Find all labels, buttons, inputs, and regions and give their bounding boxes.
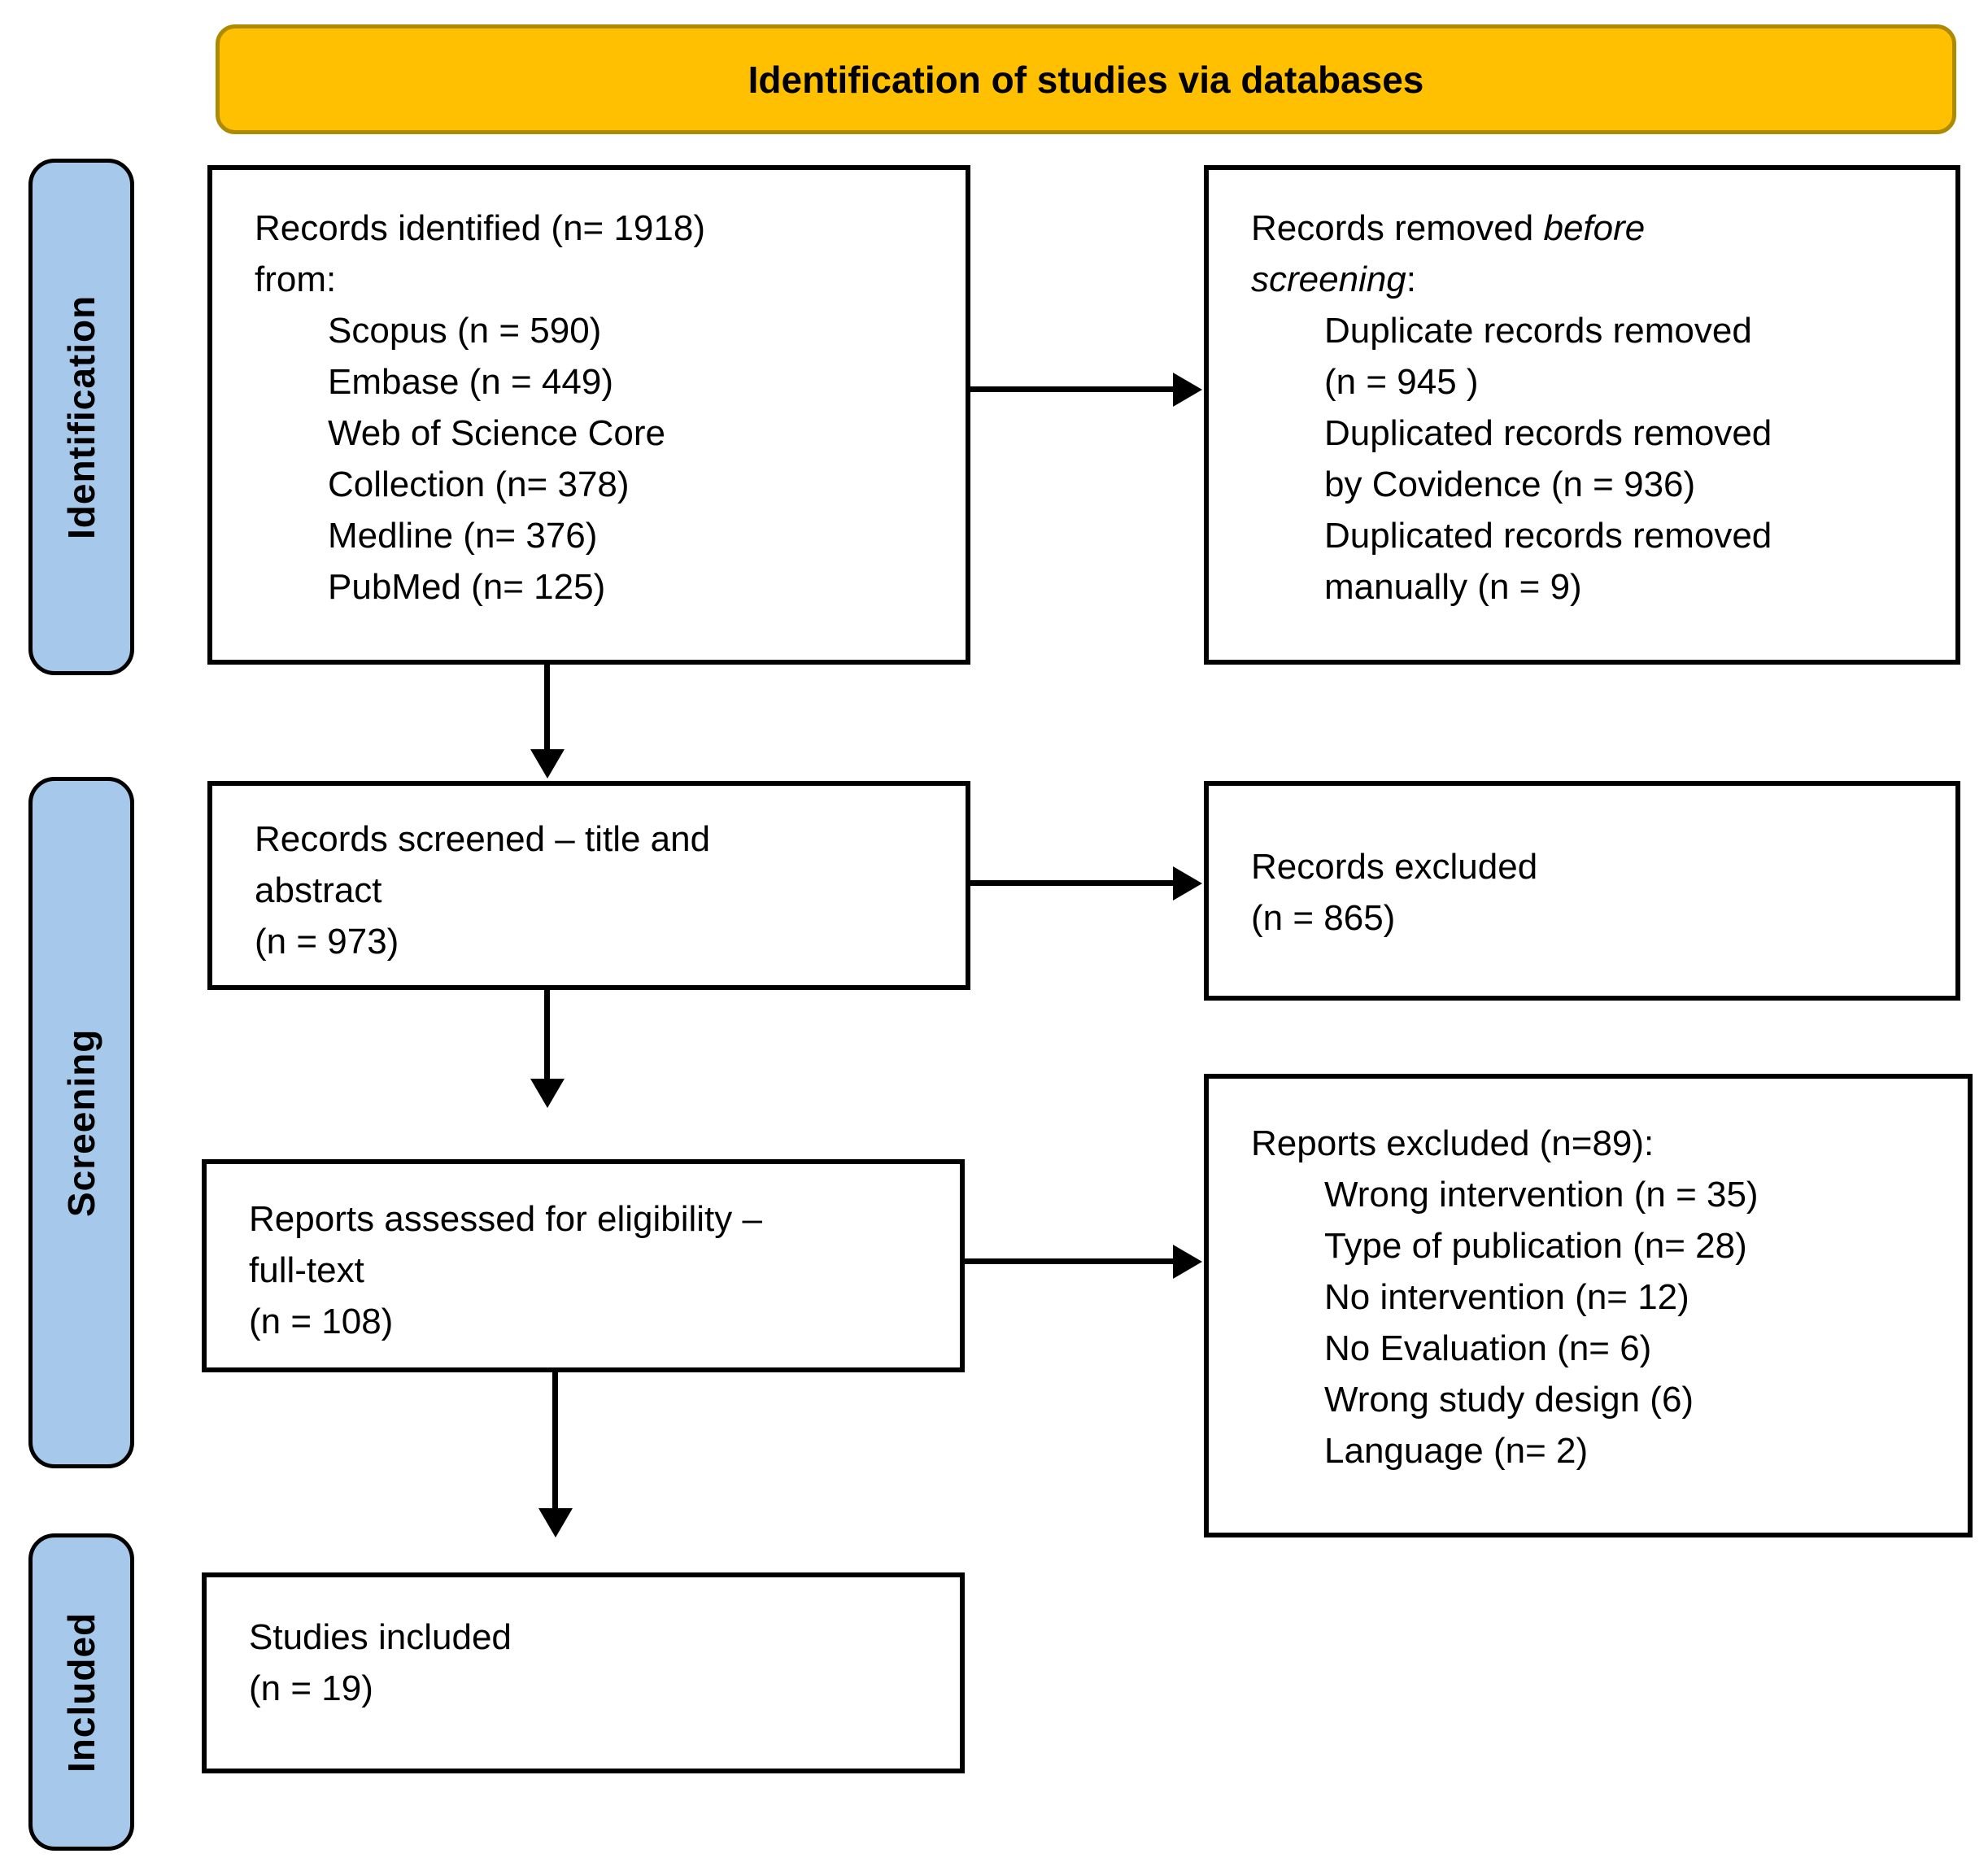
exclusion-no-evaluation: No Evaluation (n= 6) <box>1324 1328 1652 1368</box>
records-removed-title-text: : <box>1406 260 1417 299</box>
arrow-screened-to-excluded <box>970 880 1174 886</box>
duplicates-manual-line: manually (n = 9) <box>1324 567 1582 607</box>
box-studies-included: Studies included (n = 19) <box>202 1572 965 1773</box>
box-records-excluded: Records excluded (n = 865) <box>1204 781 1960 1001</box>
diagram-title: Identification of studies via databases <box>748 58 1424 101</box>
stage-label-text: Identification <box>60 294 102 539</box>
records-excluded-count: (n = 865) <box>1251 898 1396 938</box>
duplicates-removed-line: Duplicate records removed <box>1324 311 1752 351</box>
records-identified-line: Records identified (n= 1918) <box>255 208 705 248</box>
box-records-removed: Records removed before screening: Duplic… <box>1204 165 1960 665</box>
records-removed-title-text: Records removed <box>1251 208 1544 248</box>
database-count-wos-line2: Collection (n= 378) <box>328 465 630 504</box>
studies-included-count: (n = 19) <box>249 1668 373 1708</box>
box-records-identified: Records identified (n= 1918) from: Scopu… <box>207 165 970 665</box>
box-reports-assessed: Reports assessed for eligibility – full-… <box>202 1159 965 1372</box>
database-count-scopus: Scopus (n = 590) <box>328 311 602 351</box>
stage-label-text: Included <box>60 1612 102 1773</box>
records-removed-title-italic: before <box>1543 208 1646 248</box>
records-screened-line: abstract <box>255 870 382 910</box>
arrow-assessed-to-included <box>552 1372 558 1509</box>
exclusion-no-intervention: No intervention (n= 12) <box>1324 1277 1689 1317</box>
reports-assessed-line: Reports assessed for eligibility – <box>249 1199 762 1239</box>
database-count-wos-line1: Web of Science Core <box>328 413 665 453</box>
stage-label-screening: Screening <box>28 777 134 1468</box>
records-removed-title-line1: Records removed before <box>1251 203 1933 254</box>
exclusion-language: Language (n= 2) <box>1324 1431 1589 1471</box>
reports-excluded-title: Reports excluded (n=89): <box>1251 1123 1654 1163</box>
exclusion-type-of-publication: Type of publication (n= 28) <box>1324 1226 1747 1266</box>
duplicates-covidence-line: Duplicated records removed <box>1324 413 1772 453</box>
arrow-screened-to-assessed <box>544 990 550 1079</box>
duplicates-manual-line: Duplicated records removed <box>1324 516 1772 556</box>
box-reports-excluded: Reports excluded (n=89): Wrong intervent… <box>1204 1074 1973 1537</box>
records-identified-line: from: <box>255 260 337 299</box>
arrow-identified-to-screened <box>544 665 550 750</box>
stage-label-identification: Identification <box>28 159 134 675</box>
database-count-pubmed: PubMed (n= 125) <box>328 567 606 607</box>
diagram-title-banner: Identification of studies via databases <box>216 24 1956 134</box>
studies-included-line: Studies included <box>249 1617 512 1657</box>
stage-label-included: Included <box>28 1533 134 1851</box>
records-removed-title-line2: screening: <box>1251 254 1933 305</box>
stage-label-text: Screening <box>60 1028 102 1217</box>
records-screened-count: (n = 973) <box>255 922 399 962</box>
reports-assessed-line: full-text <box>249 1250 364 1290</box>
duplicates-removed-line: (n = 945 ) <box>1324 362 1479 402</box>
database-count-medline: Medline (n= 376) <box>328 516 598 556</box>
records-screened-line: Records screened – title and <box>255 819 711 859</box>
records-excluded-line: Records excluded <box>1251 847 1538 887</box>
reports-assessed-count: (n = 108) <box>249 1302 394 1341</box>
duplicates-covidence-line: by Covidence (n = 936) <box>1324 465 1696 504</box>
exclusion-wrong-study-design: Wrong study design (6) <box>1324 1380 1694 1420</box>
arrow-assessed-to-excluded <box>965 1258 1174 1264</box>
exclusion-wrong-intervention: Wrong intervention (n = 35) <box>1324 1175 1759 1215</box>
records-removed-title-italic: screening <box>1251 260 1406 299</box>
box-records-screened: Records screened – title and abstract (n… <box>207 781 970 990</box>
arrow-identified-to-removed <box>970 386 1174 392</box>
database-count-embase: Embase (n = 449) <box>328 362 613 402</box>
